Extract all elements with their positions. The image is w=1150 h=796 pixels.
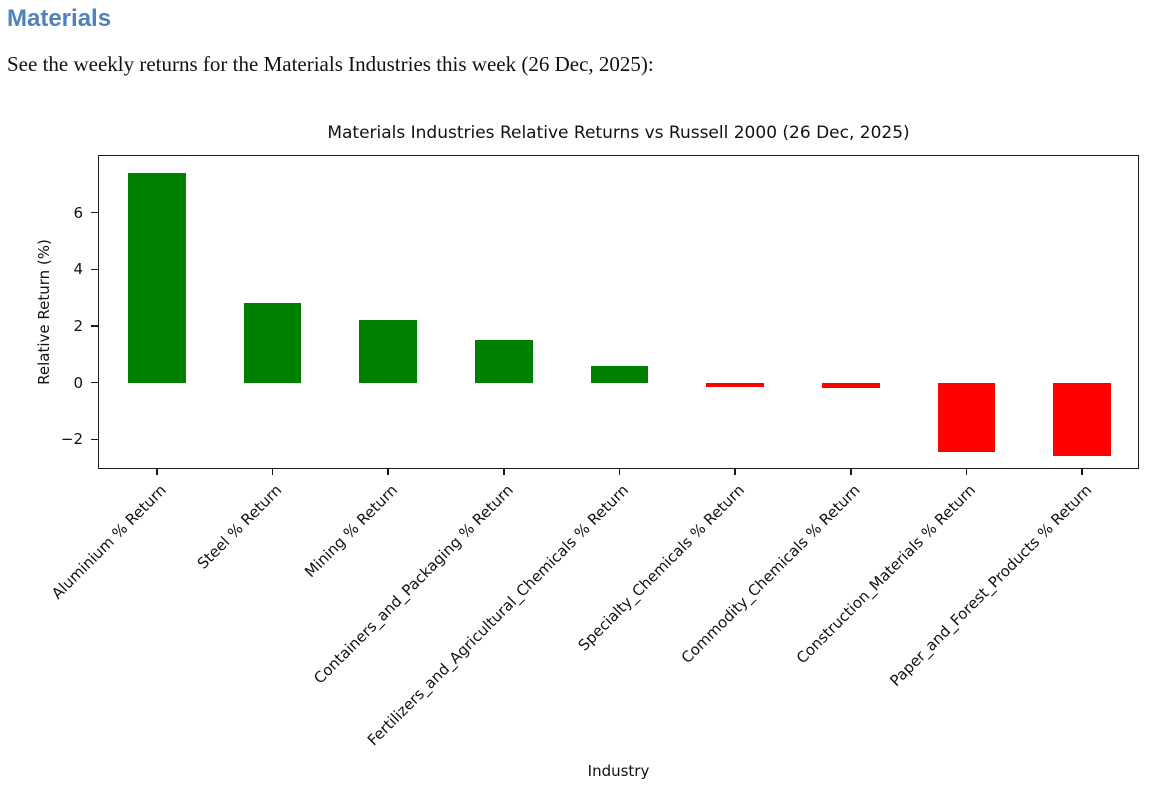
x-tick-label-text: Fertilizers_and_Agricultural_Chemicals %… bbox=[364, 481, 633, 750]
x-tick-mark-8 bbox=[1081, 468, 1083, 475]
y-tick-label-3: 0 bbox=[73, 373, 83, 392]
x-tick-label-text: Aluminium % Return bbox=[47, 481, 170, 603]
x-tick-label-text: Steel % Return bbox=[193, 481, 286, 573]
page-title: Materials bbox=[7, 5, 112, 32]
x-tick-label-text: Paper_and_Forest_Products % Return bbox=[885, 481, 1095, 691]
bar-specialty_chemicals bbox=[706, 382, 765, 387]
chart-plot-area: Materials Industries Relative Returns vs… bbox=[35, 123, 1139, 780]
y-tick-mark-0 bbox=[91, 211, 98, 214]
x-tick-label-text: Construction_Materials % Return bbox=[793, 481, 980, 668]
y-tick-label-1: 4 bbox=[73, 260, 83, 279]
bar-commodity_chemicals bbox=[821, 382, 880, 389]
y-tick-label-4: −2 bbox=[60, 430, 83, 449]
y-tick-label-2: 2 bbox=[73, 317, 83, 336]
x-tick-mark-0 bbox=[156, 468, 158, 475]
bar-fertilizers_and_agricultural_chemicals bbox=[590, 365, 649, 383]
x-tick-mark-7 bbox=[965, 468, 968, 475]
x-tick-label-text: Mining % Return bbox=[300, 481, 401, 581]
x-tick-mark-3 bbox=[503, 468, 505, 475]
x-tick-mark-1 bbox=[271, 468, 274, 475]
bar-steel bbox=[243, 303, 302, 383]
bar-containers_and_packaging bbox=[474, 340, 533, 383]
y-tick-label-0: 6 bbox=[73, 203, 83, 222]
y-tick-mark-3 bbox=[91, 382, 98, 384]
x-tick-mark-5 bbox=[734, 468, 736, 475]
y-tick-mark-2 bbox=[91, 325, 98, 327]
bar-aluminium bbox=[127, 173, 186, 383]
bar-construction_materials bbox=[937, 382, 996, 453]
x-tick-mark-6 bbox=[850, 468, 852, 475]
bar-mining bbox=[359, 320, 418, 383]
bar-paper_and_forest_products bbox=[1053, 382, 1112, 457]
x-tick-mark-2 bbox=[387, 468, 389, 475]
x-tick-mark-4 bbox=[618, 468, 621, 475]
x-tick-label-text: Containers_and_Packaging % Return bbox=[310, 481, 517, 688]
y-tick-mark-4 bbox=[91, 438, 98, 441]
chart-title: Materials Industries Relative Returns vs… bbox=[327, 123, 910, 143]
y-tick-mark-1 bbox=[91, 268, 98, 271]
page-description: See the weekly returns for the Materials… bbox=[7, 52, 654, 76]
x-axis-label: Industry bbox=[587, 762, 650, 780]
